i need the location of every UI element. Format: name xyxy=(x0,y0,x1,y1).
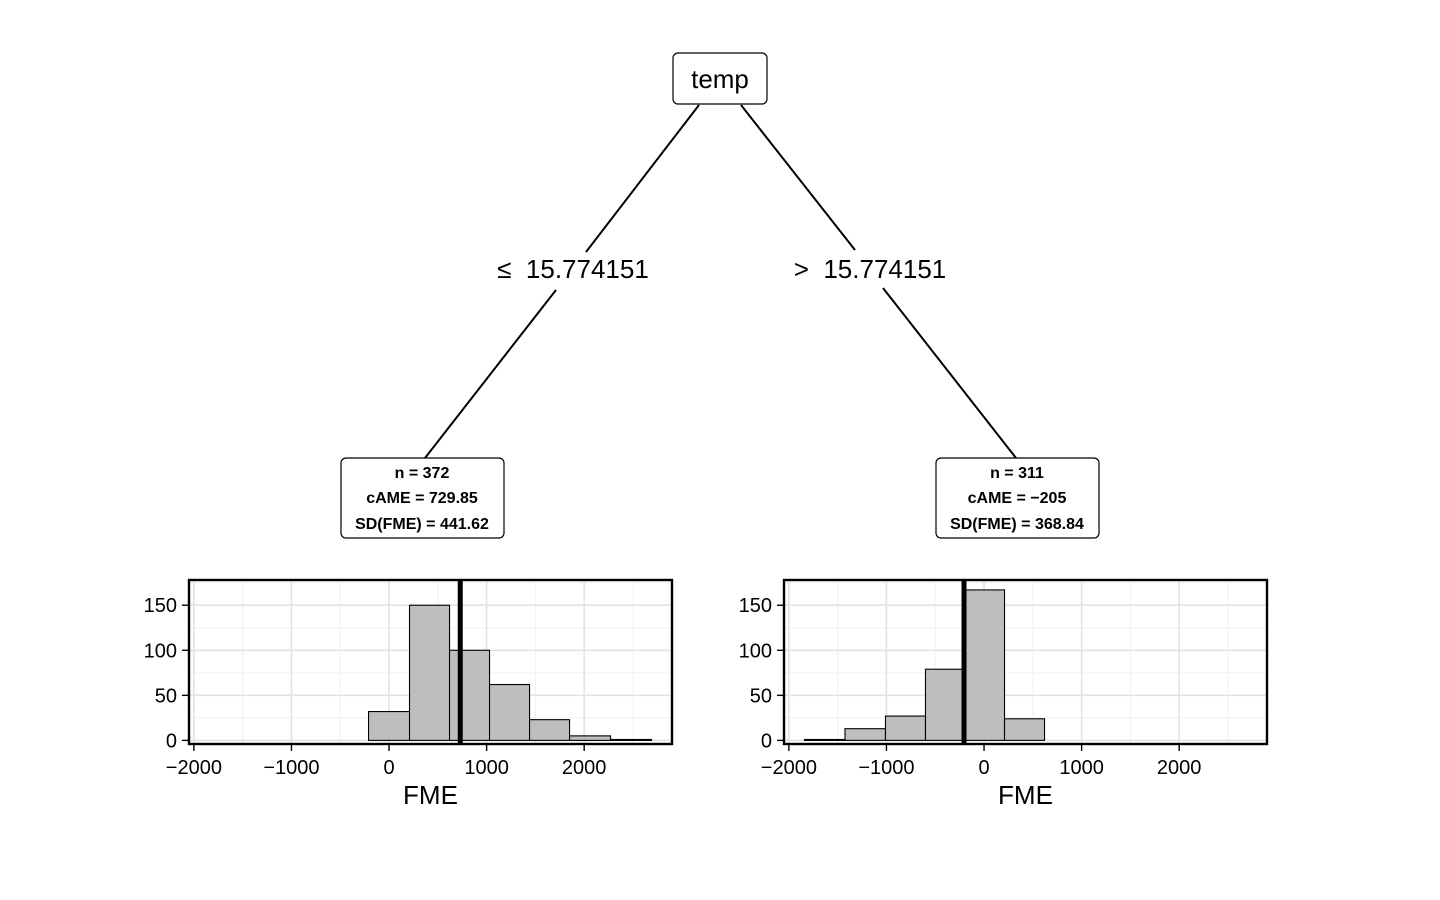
y-tick-label: 150 xyxy=(739,595,772,617)
x-tick-label: 0 xyxy=(383,757,394,779)
histogram-bar xyxy=(367,711,411,741)
histogram-bar xyxy=(844,728,887,741)
leaf-node-left: n = 372 cAME = 729.85 SD(FME) = 441.62 xyxy=(340,457,505,539)
histogram-bar xyxy=(884,715,927,741)
x-axis-title: FME xyxy=(403,780,458,810)
root-node-label: temp xyxy=(691,64,749,94)
tree-edges xyxy=(424,104,1017,459)
edge-root-left-lower xyxy=(424,289,557,459)
leaf-node-right: n = 311 cAME = −205 SD(FME) = 368.84 xyxy=(935,457,1100,539)
x-tick-label: 1000 xyxy=(1059,757,1104,779)
histogram-bar xyxy=(528,719,571,741)
edge-root-right-upper xyxy=(740,104,856,251)
histogram-right: −2000 −1000 0 1000 2000 0 50 100 150 FME xyxy=(739,578,1269,810)
histogram-left: −2000 −1000 0 1000 2000 0 50 100 150 FME xyxy=(144,578,674,810)
x-tick-label: −1000 xyxy=(263,757,319,779)
x-tick-label: −2000 xyxy=(166,757,222,779)
leaf-left-came: cAME = 729.85 xyxy=(366,490,478,507)
x-axis-title: FME xyxy=(998,780,1053,810)
histogram-bar xyxy=(488,683,531,741)
x-tick-label: −2000 xyxy=(761,757,817,779)
panel-border xyxy=(782,578,1269,746)
leaf-left-n: n = 372 xyxy=(395,465,450,482)
edge-root-right-lower xyxy=(882,287,1017,459)
leaf-node-left-box xyxy=(340,457,505,539)
edge-root-left-upper xyxy=(585,104,700,253)
split-label-left: ≤ 15.774151 xyxy=(497,254,649,284)
y-tick-label: 0 xyxy=(166,730,177,752)
leaf-left-sd: SD(FME) = 441.62 xyxy=(355,516,489,533)
panel-border xyxy=(187,578,674,746)
histogram-bar xyxy=(962,589,1006,741)
histogram-bar xyxy=(1003,718,1046,741)
x-tick-label: 0 xyxy=(978,757,989,779)
x-tick-label: −1000 xyxy=(858,757,914,779)
leaf-node-right-box xyxy=(935,457,1100,539)
root-node: temp xyxy=(672,52,768,105)
x-tick-label: 2000 xyxy=(1157,757,1202,779)
y-tick-label: 100 xyxy=(144,640,177,662)
x-tick-label: 1000 xyxy=(464,757,509,779)
histogram-bar xyxy=(408,604,451,741)
leaf-right-n: n = 311 xyxy=(990,465,1044,482)
y-tick-label: 150 xyxy=(144,595,177,617)
histogram-bar xyxy=(448,649,491,741)
y-tick-label: 50 xyxy=(155,685,177,707)
root-node-box xyxy=(672,52,768,105)
histogram-bar xyxy=(609,738,653,741)
leaf-right-sd: SD(FME) = 368.84 xyxy=(950,516,1084,533)
leaf-right-came: cAME = −205 xyxy=(968,490,1067,507)
x-tick-label: 2000 xyxy=(562,757,607,779)
split-label-right: > 15.774151 xyxy=(794,254,947,284)
y-tick-label: 50 xyxy=(750,685,772,707)
y-tick-label: 100 xyxy=(739,640,772,662)
histogram-bar xyxy=(568,735,612,741)
histogram-bar xyxy=(924,668,965,741)
y-tick-label: 0 xyxy=(761,730,772,752)
histogram-bar xyxy=(803,738,846,741)
